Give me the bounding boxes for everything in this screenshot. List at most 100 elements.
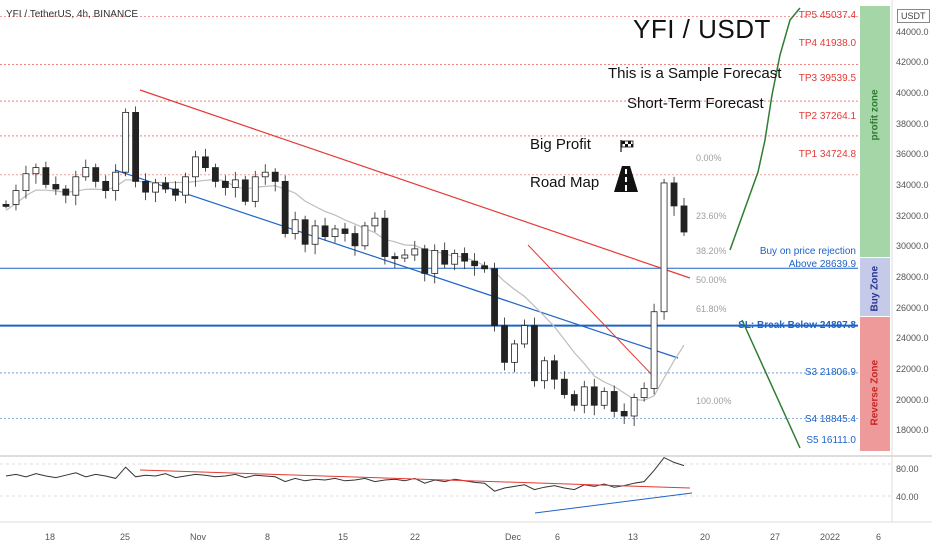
resistance-trendline bbox=[139, 89, 691, 279]
bullish-forecast-arrow bbox=[729, 7, 801, 251]
time-tick: Nov bbox=[190, 532, 207, 542]
rsi-resistance-line bbox=[139, 469, 691, 489]
candle-body bbox=[112, 171, 120, 191]
candle-body bbox=[371, 217, 379, 227]
time-tick: 13 bbox=[628, 532, 639, 542]
s4-label: S4 18845.4 bbox=[804, 414, 856, 425]
checkered-flag-icon bbox=[620, 140, 634, 152]
time-tick: 6 bbox=[876, 532, 882, 542]
time-tick: 2022 bbox=[820, 532, 841, 542]
candle-body bbox=[590, 386, 598, 406]
profit-zone-label: profit zone bbox=[869, 89, 881, 141]
candle-body bbox=[580, 386, 588, 406]
time-tick: 20 bbox=[700, 532, 711, 542]
bearish-forecast-arrow bbox=[741, 319, 801, 449]
buy-label-1: Buy on price rejection bbox=[759, 246, 856, 257]
fib-100-label: 100.00% bbox=[696, 396, 732, 406]
trend-lines bbox=[114, 89, 691, 379]
buy-label-2: Above 28639.9 bbox=[788, 259, 856, 270]
candle-body bbox=[600, 391, 608, 406]
candle-body bbox=[411, 248, 419, 256]
reverse-zone bbox=[860, 317, 890, 451]
time-tick: 25 bbox=[120, 532, 131, 542]
candle-body bbox=[32, 167, 40, 175]
candle-body bbox=[182, 176, 189, 196]
rsi-line bbox=[5, 456, 685, 492]
candle-body bbox=[12, 190, 20, 205]
reverse-zone-label: Reverse Zone bbox=[869, 359, 881, 426]
breakout-trendline bbox=[527, 244, 656, 379]
time-tick: 27 bbox=[770, 532, 781, 542]
candle-body bbox=[62, 188, 70, 196]
forecast-note: This is a Sample Forecast bbox=[608, 65, 782, 82]
big-profit-label: Big Profit bbox=[530, 136, 591, 153]
candle-body bbox=[401, 254, 409, 259]
time-tick: Dec bbox=[505, 532, 522, 542]
tp3-label: TP3 39539.5 bbox=[798, 73, 856, 84]
chart-title: YFI / USDT bbox=[633, 14, 771, 44]
price-tick: 36000.0 bbox=[896, 149, 929, 160]
candle-body bbox=[680, 205, 688, 233]
price-tick: 44000.0 bbox=[896, 26, 929, 37]
fib-618-label: 61.80% bbox=[696, 304, 727, 314]
tp1-label: TP1 34724.8 bbox=[798, 149, 856, 160]
candle-body bbox=[251, 176, 259, 202]
candle-body bbox=[291, 219, 299, 234]
candle-body bbox=[271, 171, 279, 182]
candle-body bbox=[92, 167, 100, 182]
price-tick: 42000.0 bbox=[896, 57, 929, 68]
candle-body bbox=[152, 182, 159, 193]
tp2-label: TP2 37264.1 bbox=[798, 111, 856, 122]
price-tick: 28000.0 bbox=[896, 272, 929, 282]
fib-236-label: 23.60% bbox=[696, 211, 727, 221]
candles bbox=[2, 106, 688, 426]
candle-body bbox=[511, 343, 518, 363]
fib-0-label: 0.00% bbox=[696, 153, 722, 163]
price-tick: 38000.0 bbox=[896, 118, 929, 129]
candle-body bbox=[281, 180, 289, 234]
candle-body bbox=[241, 179, 249, 202]
level-lines bbox=[0, 16, 858, 419]
sl-label: SL: Break Below 24897.8 bbox=[738, 320, 856, 331]
candle-body bbox=[331, 228, 339, 238]
price-tick: 30000.0 bbox=[896, 241, 929, 252]
candle-body bbox=[162, 182, 169, 190]
candle-body bbox=[122, 112, 130, 173]
candle-body bbox=[531, 325, 538, 382]
forecast-type: Short-Term Forecast bbox=[627, 95, 764, 112]
candle-body bbox=[311, 225, 319, 245]
candle-body bbox=[341, 228, 349, 234]
candle-body bbox=[451, 253, 459, 265]
road-map-label: Road Map bbox=[530, 174, 600, 191]
price-tick: 24000.0 bbox=[896, 333, 929, 344]
candle-body bbox=[610, 391, 618, 412]
candle-body bbox=[550, 360, 558, 380]
candle-body bbox=[650, 311, 658, 389]
time-tick: 22 bbox=[410, 532, 421, 542]
candle-body bbox=[421, 248, 429, 274]
candle-body bbox=[52, 184, 60, 190]
tp4-label: TP4 41938.0 bbox=[798, 38, 856, 49]
s5-label: S5 16111.0 bbox=[806, 435, 856, 446]
candle-body bbox=[630, 397, 638, 417]
tp5-label: TP5 45037.4 bbox=[798, 10, 856, 21]
time-tick: 8 bbox=[265, 532, 271, 542]
candle-body bbox=[82, 167, 90, 178]
rsi-80-label: 80.00 bbox=[896, 464, 919, 474]
candle-body bbox=[431, 249, 439, 274]
fib-50-label: 50.00% bbox=[696, 275, 727, 285]
candle-body bbox=[620, 410, 628, 417]
candle-body bbox=[521, 325, 528, 345]
candle-body bbox=[441, 249, 449, 265]
candle-body bbox=[570, 394, 578, 406]
candle-body bbox=[72, 176, 80, 196]
buy-zone-label: Buy Zone bbox=[869, 265, 881, 312]
candle-body bbox=[22, 173, 30, 192]
currency-badge[interactable]: USDT bbox=[897, 9, 930, 23]
price-tick: 34000.0 bbox=[896, 180, 929, 190]
time-tick: 18 bbox=[45, 532, 56, 542]
rsi-support-line bbox=[534, 492, 693, 514]
candle-body bbox=[471, 260, 479, 267]
